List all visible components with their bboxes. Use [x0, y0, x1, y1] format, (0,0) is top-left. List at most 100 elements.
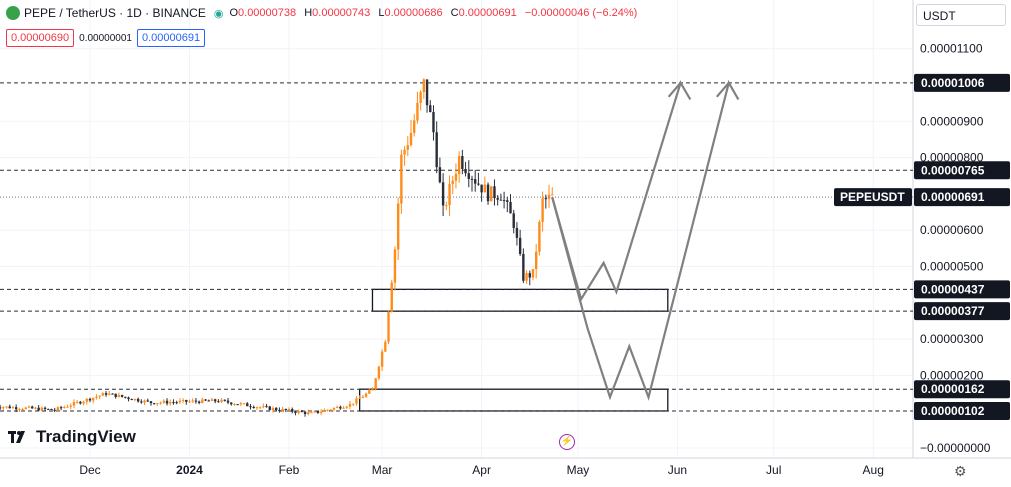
candle-body — [499, 199, 503, 201]
candle-body — [56, 407, 60, 411]
x-tick-label: Aug — [863, 463, 884, 477]
candle-body — [371, 389, 374, 391]
candle-body — [268, 406, 271, 410]
candle-body — [368, 390, 371, 394]
candle-body — [477, 183, 480, 185]
price-level-tag-bg — [914, 401, 1010, 420]
arrow-head — [715, 82, 730, 98]
candle-body — [486, 184, 490, 202]
candle-body — [474, 179, 477, 184]
y-tick-label: 0.00000800 — [920, 151, 984, 165]
candle-body — [538, 221, 541, 252]
candle-body — [101, 393, 105, 396]
support-zone-box — [371, 288, 669, 312]
candle-body — [265, 406, 268, 408]
candle-body — [191, 400, 194, 402]
candle-body — [162, 400, 166, 403]
candle-body — [169, 402, 172, 404]
candle-body — [43, 407, 47, 409]
sell-button[interactable]: 0.00000690 — [6, 29, 75, 47]
candle-body — [380, 351, 384, 367]
candle-body — [14, 407, 18, 410]
candle-body — [358, 397, 361, 399]
candle-body — [95, 396, 98, 398]
candle-body — [457, 156, 461, 175]
candle-body — [2, 407, 5, 409]
price-level-tag: 0.00001006 — [921, 76, 985, 90]
symbol-title[interactable]: PEPE / TetherUS · 1D · BINANCE — [6, 6, 206, 20]
price-level-tag: 0.00000102 — [921, 404, 985, 418]
candle-body — [547, 194, 551, 199]
open-value: 0.00000738 — [238, 7, 297, 19]
candle-body — [178, 400, 182, 403]
candle-body — [422, 79, 426, 92]
candle-body — [204, 399, 207, 401]
support-zone-box — [358, 388, 669, 412]
high-value: 0.00000743 — [312, 7, 371, 19]
candle-body — [541, 198, 544, 222]
settings-gear-icon[interactable]: ⚙ — [954, 463, 967, 479]
price-level-tag-bg — [914, 161, 1010, 180]
candle-body — [37, 407, 40, 411]
candle-body — [441, 182, 445, 206]
eye-icon[interactable]: ◉ — [213, 7, 224, 20]
change-value: −0.00000046 (−6.24%) — [524, 7, 638, 19]
x-tick-label: May — [567, 463, 590, 477]
candle-body — [130, 399, 133, 401]
projection-path — [551, 79, 740, 401]
candle-body — [528, 273, 531, 278]
logo-text: TradingView — [36, 427, 136, 446]
candle-body — [342, 407, 345, 409]
candle-body — [291, 409, 294, 412]
candle-body — [297, 411, 300, 413]
candle-body — [329, 409, 332, 411]
candle-body — [156, 403, 159, 405]
buy-button[interactable]: 0.00000691 — [136, 29, 206, 47]
candle-body — [98, 395, 101, 397]
candle-body — [335, 406, 339, 408]
symbol-tag-bg — [834, 188, 912, 207]
candle-body — [172, 402, 175, 404]
candle-body — [210, 399, 214, 401]
symbol-label: PEPE / TetherUS · 1D · BINANCE — [24, 6, 206, 20]
price-level-tag: 0.00000377 — [921, 304, 985, 318]
candle-body — [133, 398, 137, 401]
candle-body — [258, 407, 262, 409]
price-level-tag-bg — [914, 380, 1010, 399]
candle-body — [425, 79, 429, 106]
candle-body — [0, 407, 2, 409]
price-level-tag-bg — [914, 280, 1010, 299]
candle-body — [544, 198, 548, 200]
candle-body — [21, 409, 24, 411]
flash-icon[interactable]: ⚡ — [559, 434, 575, 450]
candle-body — [127, 397, 130, 400]
candle-body — [175, 402, 178, 404]
candle-body — [287, 409, 291, 411]
y-tick-label: −0.00000000 — [920, 441, 991, 455]
currency-selector[interactable]: USDT — [916, 4, 1006, 26]
candle-body — [406, 145, 409, 150]
x-tick-label: Mar — [372, 463, 393, 477]
symbol-tag: PEPEUSDT — [840, 190, 905, 204]
candle-body — [490, 186, 493, 202]
candle-body — [165, 400, 169, 404]
candle-body — [374, 378, 377, 390]
candle-body — [493, 186, 496, 199]
price-level-tag: 0.00000765 — [921, 163, 985, 177]
candle-body — [59, 407, 63, 409]
candle-body — [66, 406, 69, 408]
candle-body — [445, 205, 448, 207]
candle-body — [531, 269, 535, 278]
x-tick-label: Apr — [472, 463, 491, 477]
candle-body — [185, 399, 188, 402]
candle-body — [75, 401, 79, 403]
price-level-tag: 0.00000437 — [921, 282, 985, 296]
candle-body — [143, 400, 146, 403]
candle-body — [108, 393, 111, 395]
candle-body — [255, 407, 259, 409]
candle-body — [284, 408, 288, 411]
candle-body — [24, 407, 27, 410]
candle-body — [403, 149, 406, 155]
candle-body — [262, 406, 265, 408]
